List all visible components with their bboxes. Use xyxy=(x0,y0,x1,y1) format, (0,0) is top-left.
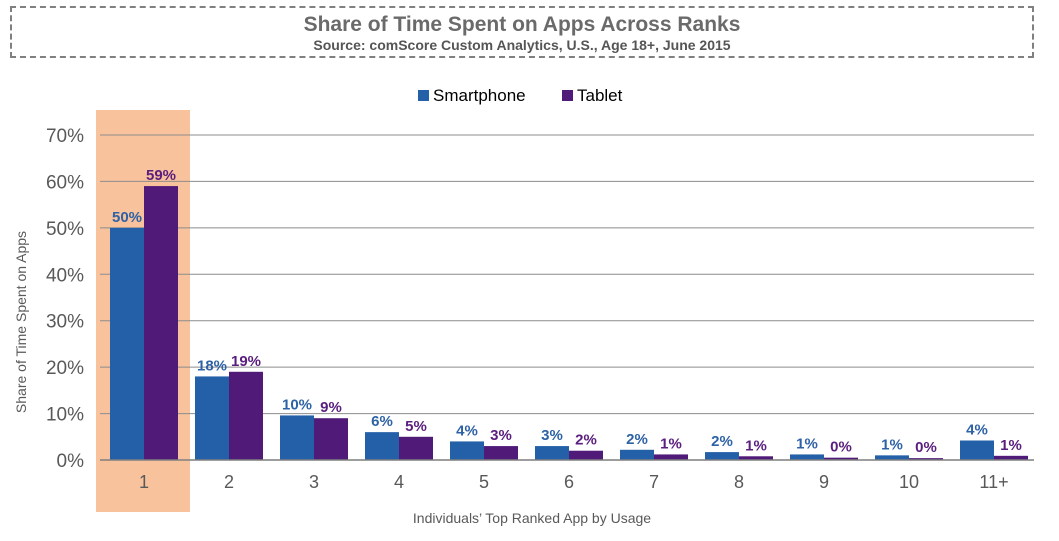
data-label: 1% xyxy=(660,435,682,452)
x-tick-label: 1 xyxy=(139,472,149,492)
x-tick-label: 11+ xyxy=(979,472,1008,492)
data-label: 3% xyxy=(490,427,512,444)
data-label: 19% xyxy=(231,353,261,370)
data-label: 1% xyxy=(745,437,767,454)
gridlines xyxy=(100,134,1034,415)
legend-swatch-smartphone xyxy=(418,90,429,101)
x-tick-label: 5 xyxy=(479,472,489,492)
bar-tablet-4 xyxy=(399,436,433,460)
bars xyxy=(110,186,1028,461)
x-tick-label: 8 xyxy=(734,472,744,492)
legend-label-tablet: Tablet xyxy=(577,86,623,105)
data-label: 1% xyxy=(796,435,818,452)
bar-tablet-5 xyxy=(484,446,518,460)
legend-swatch-tablet xyxy=(562,90,573,101)
chart-subtitle: Source: comScore Custom Analytics, U.S.,… xyxy=(313,37,731,53)
bar-tablet-7 xyxy=(654,454,688,460)
bar-tablet-1 xyxy=(144,186,178,461)
x-tick-label: 7 xyxy=(649,472,659,492)
bar-smartphone-10 xyxy=(875,455,909,460)
data-label: 5% xyxy=(405,418,427,435)
y-tick-label: 60% xyxy=(46,172,84,193)
bar-tablet-10 xyxy=(909,458,943,460)
bar-smartphone-4 xyxy=(365,432,399,460)
chart-title: Share of Time Spent on Apps Across Ranks xyxy=(303,13,741,36)
data-label: 2% xyxy=(575,432,597,449)
bar-smartphone-9 xyxy=(790,454,824,460)
data-labels: 50% 59% 18% 19% 10% 9% 6% 5% 4% 3% 3% 2% 2% 1% 2% 1% 1% 0… xyxy=(112,167,1022,456)
bar-smartphone-5 xyxy=(450,441,484,460)
data-label: 0% xyxy=(915,439,937,456)
bar-smartphone-6 xyxy=(535,446,569,460)
y-tick-label: 0% xyxy=(57,451,85,472)
axes: 0% 10% 20% 30% 40% 50% 60% 70% 1 2 3 4 5 6 7 8 9 10 11+ xyxy=(46,126,1034,492)
legend: Smartphone Tablet xyxy=(418,86,623,105)
x-axis-label: Individuals’ Top Ranked App by Usage xyxy=(413,510,651,526)
data-label: 0% xyxy=(830,439,852,456)
bar-tablet-3 xyxy=(314,418,348,460)
y-tick-label: 10% xyxy=(46,405,84,426)
data-label: 2% xyxy=(711,433,733,450)
x-tick-label: 4 xyxy=(394,472,404,492)
data-label: 50% xyxy=(112,209,142,226)
y-tick-label: 30% xyxy=(46,312,84,333)
y-tick-label: 20% xyxy=(46,358,84,379)
y-axis-label: Share of Time Spent on Apps xyxy=(13,231,29,413)
data-label: 18% xyxy=(197,357,227,374)
y-tick-label: 70% xyxy=(46,126,84,147)
bar-smartphone-3 xyxy=(280,415,314,460)
data-label: 6% xyxy=(371,413,393,430)
x-tick-label: 3 xyxy=(309,472,319,492)
data-label: 59% xyxy=(146,167,176,184)
bar-tablet-6 xyxy=(569,450,603,460)
bar-smartphone-2 xyxy=(195,376,229,460)
y-tick-label: 50% xyxy=(46,219,84,240)
data-label: 4% xyxy=(456,422,478,439)
y-tick-label: 40% xyxy=(46,265,84,286)
bar-smartphone-11+ xyxy=(960,440,994,460)
legend-label-smartphone: Smartphone xyxy=(433,86,526,105)
bar-tablet-8 xyxy=(739,456,773,460)
data-label: 2% xyxy=(626,431,648,448)
bar-tablet-11+ xyxy=(994,455,1028,460)
data-label: 1% xyxy=(1000,437,1022,454)
bar-tablet-9 xyxy=(824,457,858,460)
x-tick-label: 6 xyxy=(564,472,574,492)
data-label: 9% xyxy=(320,399,342,416)
x-tick-label: 10 xyxy=(899,472,919,492)
bar-tablet-2 xyxy=(229,371,263,460)
data-label: 10% xyxy=(282,396,312,413)
data-label: 3% xyxy=(541,427,563,444)
bar-smartphone-1 xyxy=(110,227,144,460)
bar-smartphone-8 xyxy=(705,452,739,460)
x-tick-label: 9 xyxy=(819,472,829,492)
data-label: 1% xyxy=(881,436,903,453)
bar-smartphone-7 xyxy=(620,449,654,460)
title-box: Share of Time Spent on Apps Across Ranks… xyxy=(10,6,1034,58)
data-label: 4% xyxy=(966,422,988,439)
x-tick-label: 2 xyxy=(224,472,234,492)
